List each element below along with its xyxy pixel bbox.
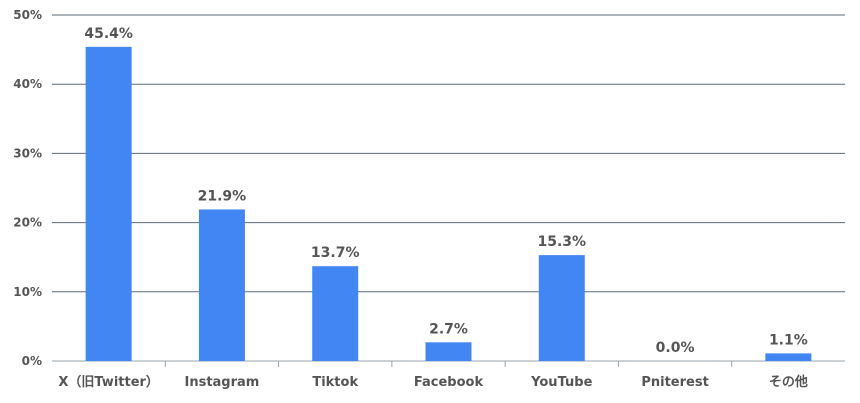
data-labels: 45.4% 21.9% 13.7% 2.7% 15.3% 0.0% 1.1% [84,26,807,356]
y-tick-label: 50% [13,8,42,22]
bar [538,255,585,361]
data-label: 15.3% [537,234,586,250]
x-tick-label: Facebook [414,375,484,390]
x-tick-label: Instagram [184,375,259,390]
x-tick-label: Pniterest [641,375,708,390]
data-label: 0.0% [656,340,695,356]
bar [765,353,812,361]
data-label: 2.7% [429,321,468,337]
gridlines [52,14,845,367]
x-tick-label: X（旧Twitter） [58,374,159,390]
data-label: 13.7% [311,245,360,261]
x-tick-label: その他 [769,374,808,390]
data-label: 21.9% [198,188,247,204]
bar [425,342,472,361]
x-tick-label: Tiktok [312,375,358,390]
y-tick-label: 20% [13,216,42,230]
data-label: 45.4% [84,26,133,42]
y-tick-label: 10% [13,285,42,299]
bar [85,46,132,361]
y-tick-label: 30% [13,146,42,160]
bar [198,209,245,361]
bars [85,46,812,361]
data-label: 1.1% [769,332,808,348]
y-tick-label: 40% [13,77,42,91]
x-tick-label: YouTube [530,375,592,390]
y-tick-label: 0% [22,354,42,368]
y-axis-ticks: 0% 10% 20% 30% 40% 50% [13,8,42,368]
bar [312,266,359,361]
x-axis-categories: X（旧Twitter） Instagram Tiktok Facebook YouTub… [58,374,808,390]
